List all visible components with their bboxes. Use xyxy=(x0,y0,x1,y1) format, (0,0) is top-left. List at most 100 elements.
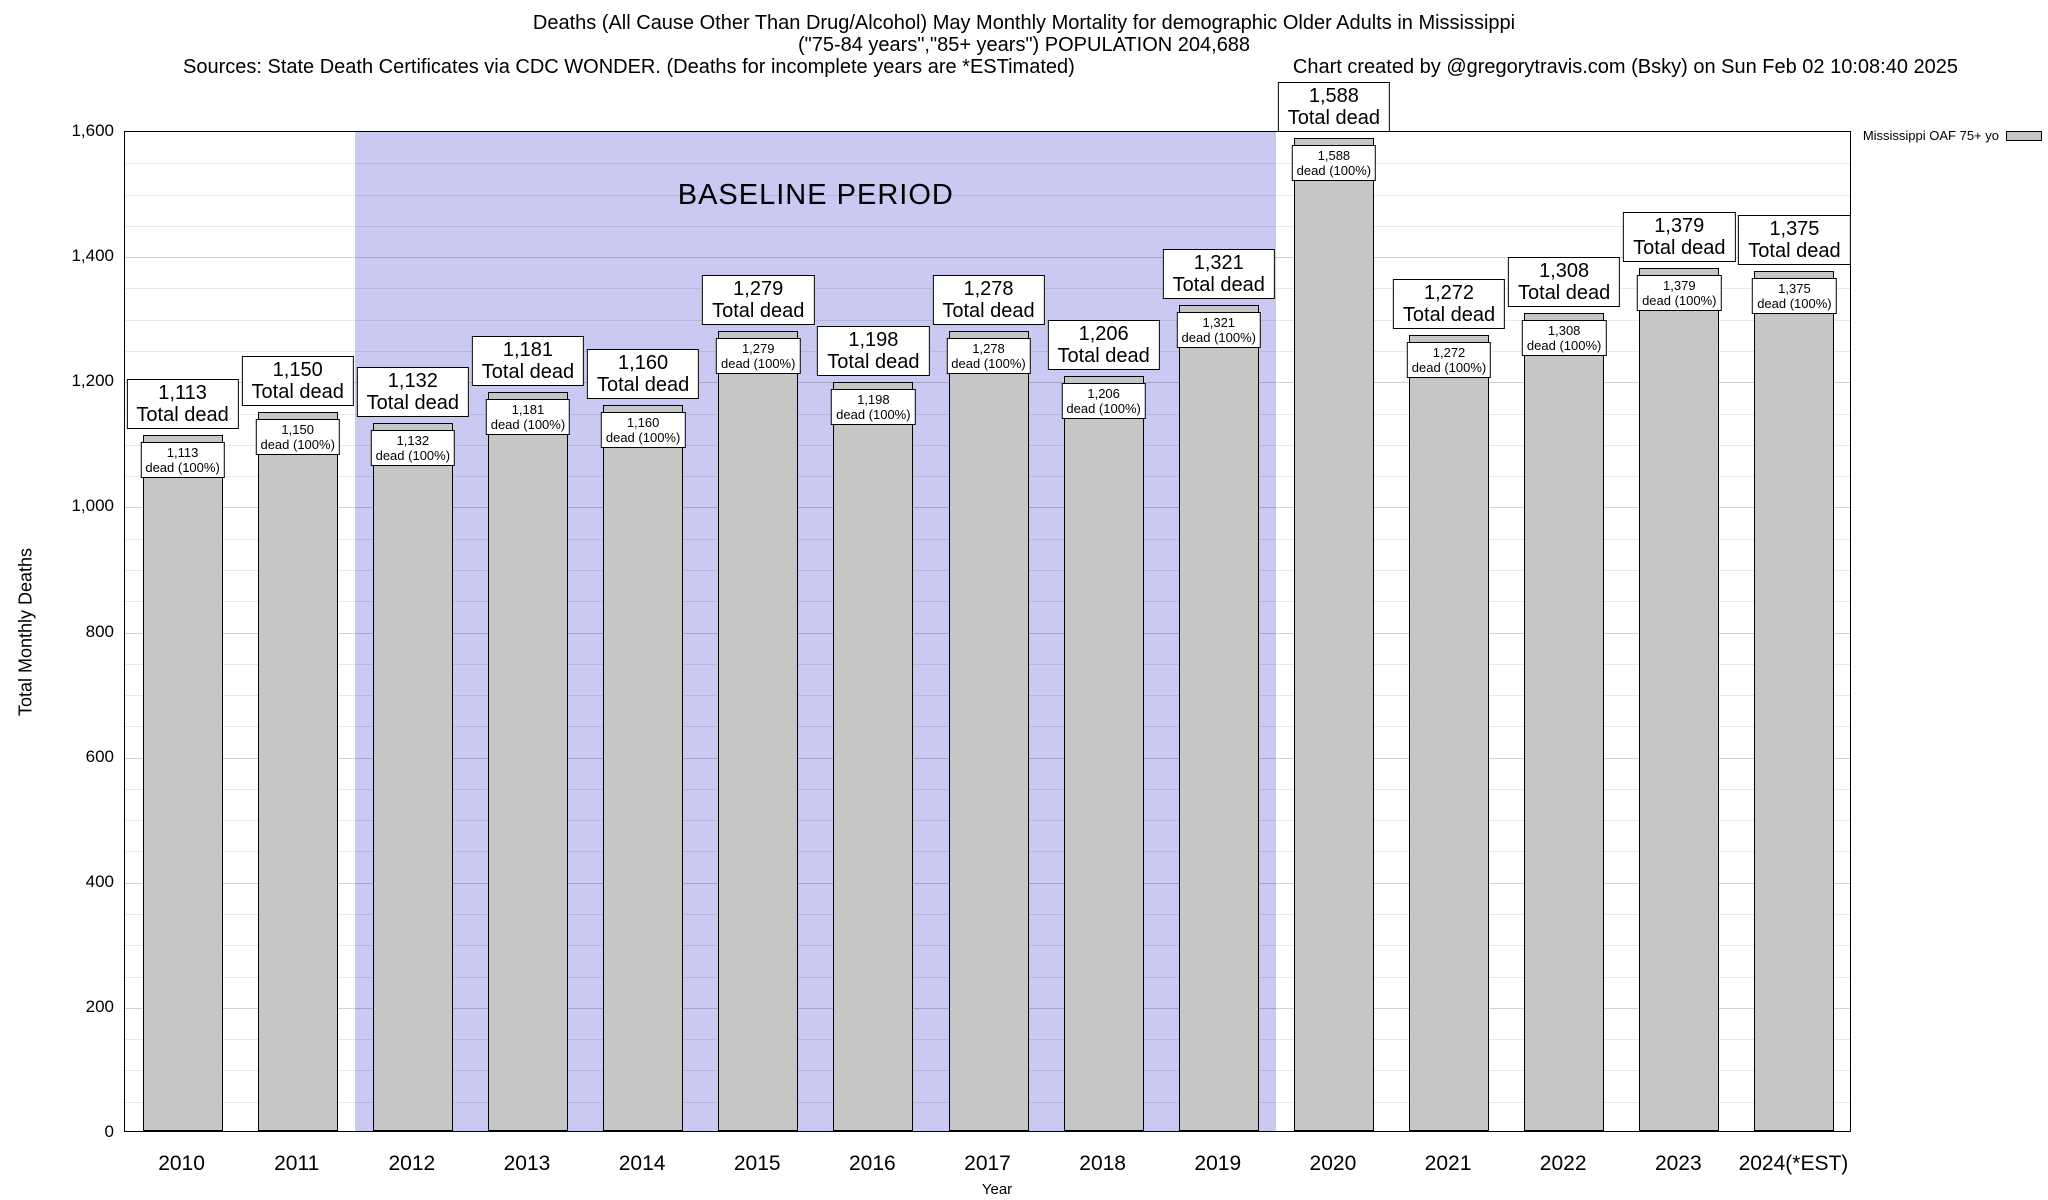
bar-inner-value: 1,278 xyxy=(972,341,1005,356)
bar-inner-suffix: dead (100%) xyxy=(720,356,796,371)
chart-credit-note: Chart created by @gregorytravis.com (Bsk… xyxy=(1292,56,1958,78)
legend-series-label: Mississippi OAF 75+ yo xyxy=(1862,128,1999,143)
x-tick-label: 2013 xyxy=(503,1152,551,1175)
bar-total-label-2012: 1,132 Total dead xyxy=(356,367,469,417)
bar-2022 xyxy=(1524,313,1605,1131)
bar-2021 xyxy=(1409,335,1490,1131)
x-tick-label: 2022 xyxy=(1539,1152,1587,1175)
bar-total-value: 1,375 xyxy=(1769,218,1820,240)
bar-2024-est xyxy=(1754,271,1835,1131)
bar-inner-suffix: dead (100%) xyxy=(145,460,220,475)
bar-inner-label-2019: 1,321 dead (100%) xyxy=(1176,312,1261,348)
bar-2012 xyxy=(372,423,453,1131)
bar-inner-value: 1,181 xyxy=(511,402,545,417)
bar-inner-label-2017: 1,278 dead (100%) xyxy=(946,338,1031,374)
bar-2019 xyxy=(1178,305,1259,1131)
bar-inner-label-2014: 1,160 dead (100%) xyxy=(600,412,686,448)
chart-title: Deaths (All Cause Other Than Drug/Alcoho… xyxy=(532,12,1516,34)
bar-inner-value: 1,379 xyxy=(1663,278,1696,293)
bar-inner-label-2018: 1,206 dead (100%) xyxy=(1061,383,1146,419)
x-tick-label: 2020 xyxy=(1309,1152,1357,1175)
bar-inner-suffix: dead (100%) xyxy=(1757,296,1832,311)
bar-total-value: 1,278 xyxy=(963,278,1014,300)
bar-inner-suffix: dead (100%) xyxy=(1411,360,1487,375)
bar-total-label-2010: 1,113 Total dead xyxy=(126,379,239,429)
bar-inner-value: 1,321 xyxy=(1202,315,1236,330)
bar-total-label-2014: 1,160 Total dead xyxy=(586,349,700,399)
bar-total-label-2020: 1,588 Total dead xyxy=(1277,82,1391,132)
y-tick-label: 800 xyxy=(85,621,114,641)
bar-total-label-2011: 1,150 Total dead xyxy=(241,356,354,406)
x-tick-label: 2014 xyxy=(618,1152,666,1175)
x-tick-label: 2012 xyxy=(388,1152,436,1175)
bar-total-suffix: Total dead xyxy=(1518,282,1611,304)
plot-area: BASELINE PERIOD 1,113 dead (100%) 1,113 Tota… xyxy=(124,82,1851,1132)
bar-total-suffix: Total dead xyxy=(596,374,690,396)
minor-gridline xyxy=(125,194,1850,196)
bar-total-value: 1,272 xyxy=(1423,282,1475,304)
bar-total-label-2015: 1,279 Total dead xyxy=(702,275,815,325)
bar-inner-suffix: dead (100%) xyxy=(1181,330,1256,345)
bar-inner-value: 1,113 xyxy=(166,445,199,460)
minor-gridline xyxy=(125,163,1850,165)
bar-total-label-2022: 1,308 Total dead xyxy=(1508,257,1621,307)
bar-total-value: 1,379 xyxy=(1654,215,1705,237)
bar-total-label-2016: 1,198 Total dead xyxy=(817,326,930,376)
bar-total-value: 1,321 xyxy=(1193,252,1244,274)
bar-inner-label-2022: 1,308 dead (100%) xyxy=(1521,320,1607,356)
x-tick-label: 2021 xyxy=(1424,1152,1472,1175)
bar-total-value: 1,150 xyxy=(272,359,323,381)
y-tick-label: 0 xyxy=(104,1122,114,1141)
bar-total-suffix: Total dead xyxy=(1172,274,1265,296)
x-tick-label: 2011 xyxy=(274,1152,320,1175)
chart-subtitle: ("75-84 years","85+ years") POPULATION 2… xyxy=(797,34,1251,56)
bar-total-suffix: Total dead xyxy=(481,361,575,383)
bar-2014 xyxy=(603,405,684,1131)
bar-total-suffix: Total dead xyxy=(1057,345,1150,367)
bar-2013 xyxy=(487,392,568,1131)
bar-inner-value: 1,588 xyxy=(1317,148,1351,163)
bar-inner-suffix: dead (100%) xyxy=(375,448,451,463)
bar-total-suffix: Total dead xyxy=(366,392,459,414)
bar-total-value: 1,132 xyxy=(387,370,438,392)
bar-total-label-2018: 1,206 Total dead xyxy=(1047,320,1160,370)
bar-inner-value: 1,150 xyxy=(281,422,314,437)
bar-total-suffix: Total dead xyxy=(942,300,1035,322)
bar-total-suffix: Total dead xyxy=(1633,237,1726,259)
bar-total-suffix: Total dead xyxy=(1748,240,1841,262)
bar-inner-suffix: dead (100%) xyxy=(260,437,335,452)
bar-total-label-2024-est: 1,375 Total dead xyxy=(1738,215,1851,265)
x-tick-label: 2023 xyxy=(1654,1152,1702,1175)
bar-total-suffix: Total dead xyxy=(1402,304,1496,326)
y-tick-label: 600 xyxy=(85,746,114,766)
bar-2023 xyxy=(1639,268,1720,1131)
bar-inner-label-2010: 1,113 dead (100%) xyxy=(140,442,225,478)
bar-total-value: 1,113 xyxy=(158,382,207,404)
y-tick-label: 200 xyxy=(85,996,114,1016)
legend-swatch xyxy=(2006,130,2042,141)
bar-inner-suffix: dead (100%) xyxy=(1066,401,1141,416)
bar-total-suffix: Total dead xyxy=(827,351,920,373)
bar-inner-label-2024-est: 1,375 dead (100%) xyxy=(1752,278,1837,314)
bar-2017 xyxy=(948,331,1029,1131)
bar-inner-label-2013: 1,181 dead (100%) xyxy=(485,399,571,435)
y-tick-label: 400 xyxy=(85,871,114,891)
bar-inner-label-2015: 1,279 dead (100%) xyxy=(715,338,801,374)
bar-2015 xyxy=(718,331,799,1131)
bar-total-value: 1,198 xyxy=(848,329,899,351)
bar-inner-value: 1,132 xyxy=(396,433,430,448)
bar-2020 xyxy=(1293,138,1374,1131)
bar-total-suffix: Total dead xyxy=(136,404,229,426)
bar-total-value: 1,206 xyxy=(1078,323,1129,345)
x-tick-label: 2017 xyxy=(964,1152,1011,1175)
bar-total-value: 1,588 xyxy=(1308,85,1359,107)
bar-total-suffix: Total dead xyxy=(251,381,344,403)
bar-total-value: 1,308 xyxy=(1539,260,1590,282)
bar-total-value: 1,160 xyxy=(618,352,669,374)
bar-2016 xyxy=(833,382,914,1131)
bar-inner-suffix: dead (100%) xyxy=(1526,338,1602,353)
bar-total-suffix: Total dead xyxy=(712,300,805,322)
bar-inner-value: 1,160 xyxy=(626,415,660,430)
bar-2018 xyxy=(1063,376,1144,1131)
